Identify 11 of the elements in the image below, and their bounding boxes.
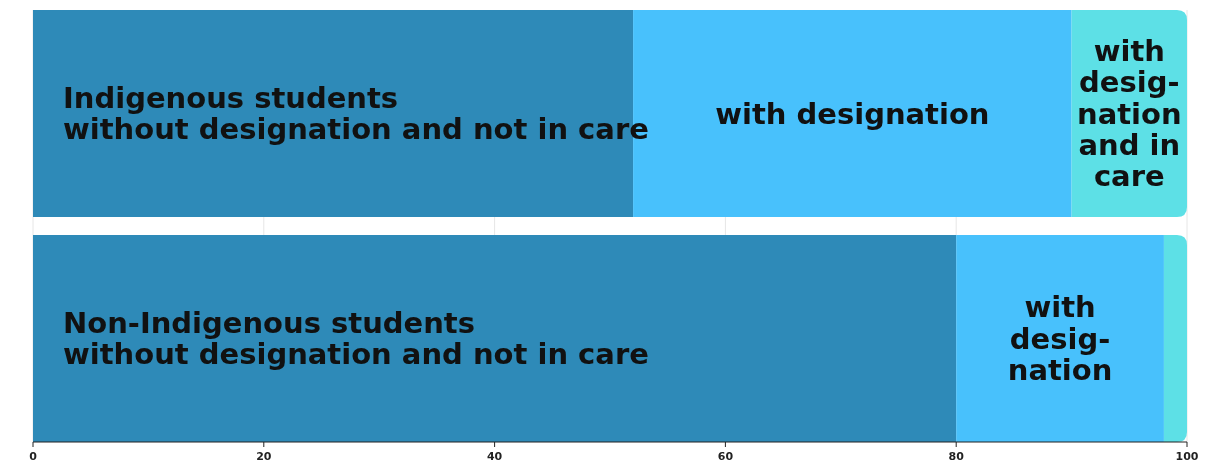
- annotation: with designation: [715, 96, 990, 131]
- x-tick-label: 40: [486, 450, 503, 463]
- annotation: Indigenous students without designation and not in care: [63, 80, 649, 147]
- x-tick-label: 80: [948, 450, 965, 463]
- annotation: Non-Indigenous students without designation and not in care: [63, 305, 649, 372]
- annotation: with desig- nation: [1007, 290, 1113, 387]
- x-tick-label: 0: [29, 450, 38, 463]
- annotation: with desig- nation and in care: [1077, 34, 1182, 194]
- x-tick-label: 20: [256, 450, 272, 463]
- x-tick-label: 100: [1175, 450, 1199, 463]
- x-tick-label: 60: [717, 450, 734, 463]
